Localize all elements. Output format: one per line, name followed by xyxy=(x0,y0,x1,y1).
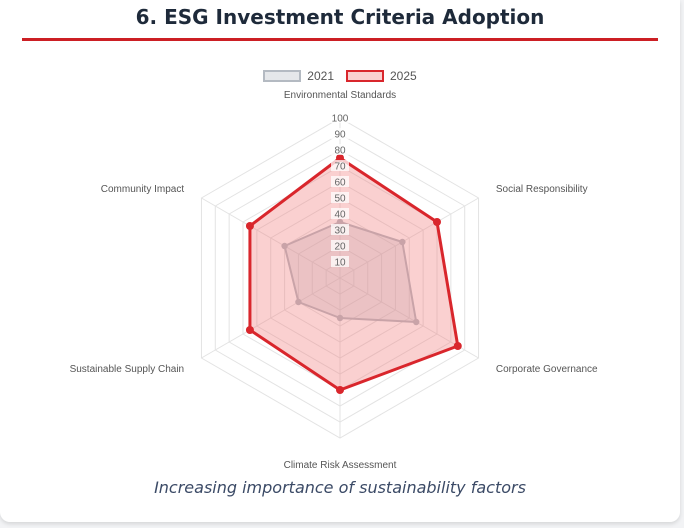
tick-label: 100 xyxy=(332,114,349,125)
legend-swatch-2021 xyxy=(263,70,302,82)
data-point-2025 xyxy=(336,386,344,394)
tick-label-bg xyxy=(331,112,349,123)
tick-label: 70 xyxy=(334,162,346,173)
data-point-2021 xyxy=(295,298,302,306)
grid-spoke xyxy=(201,197,341,279)
data-point-2021 xyxy=(336,314,344,322)
axis-label: Corporate Governance xyxy=(496,364,598,375)
radar-chart: 10 20 30 40 50 60 70 80 90 100 Environmental Stand… xyxy=(70,90,598,470)
grid-spoke xyxy=(201,277,341,359)
title-divider xyxy=(22,38,658,41)
tick-label-bg xyxy=(331,256,349,267)
legend-item-2021[interactable]: 2021 xyxy=(263,69,334,83)
data-point-2021 xyxy=(399,238,406,246)
axis-label: Community Impact xyxy=(101,184,185,195)
tick-label-bg xyxy=(331,240,349,251)
tick-label: 40 xyxy=(334,210,346,221)
tick-label-bg xyxy=(331,128,349,139)
legend-label-2021: 2021 xyxy=(307,69,334,83)
data-point-2025 xyxy=(432,218,441,226)
axis-label: Environmental Standards xyxy=(284,90,396,101)
tick-label: 10 xyxy=(334,258,346,269)
tick-label-bg xyxy=(331,192,349,203)
data-point-2025 xyxy=(453,342,462,350)
chart-caption: Increasing importance of sustainability … xyxy=(154,478,526,497)
series-area-2025 xyxy=(248,156,460,392)
data-point-2025 xyxy=(245,222,254,230)
data-point-2021 xyxy=(336,218,344,226)
axis-label: Social Responsibility xyxy=(496,184,588,195)
chart-legend: 2021 2025 xyxy=(0,69,680,83)
tick-label-bg xyxy=(331,144,349,155)
chart-title: 6. ESG Investment Criteria Adoption xyxy=(135,5,545,29)
tick-label-bg xyxy=(331,160,349,171)
data-point-2021 xyxy=(281,242,288,250)
tick-label: 80 xyxy=(334,146,346,157)
data-point-2025 xyxy=(245,326,254,334)
legend-label-2025: 2025 xyxy=(390,69,417,83)
tick-label: 50 xyxy=(334,194,346,205)
axis-label: Climate Risk Assessment xyxy=(284,460,397,470)
tick-label-bg xyxy=(331,224,349,235)
axis-label: Sustainable Supply Chain xyxy=(70,364,185,375)
tick-label: 20 xyxy=(334,242,346,253)
data-point-2021 xyxy=(413,318,420,326)
tick-label: 30 xyxy=(334,226,346,237)
legend-swatch-2025 xyxy=(346,70,384,82)
tick-label-bg xyxy=(331,208,349,219)
grid-spoke xyxy=(339,197,479,279)
legend-item-2025[interactable]: 2025 xyxy=(346,69,417,83)
tick-label: 90 xyxy=(334,130,346,141)
tick-label: 60 xyxy=(334,178,346,189)
tick-label-bg xyxy=(331,176,349,187)
